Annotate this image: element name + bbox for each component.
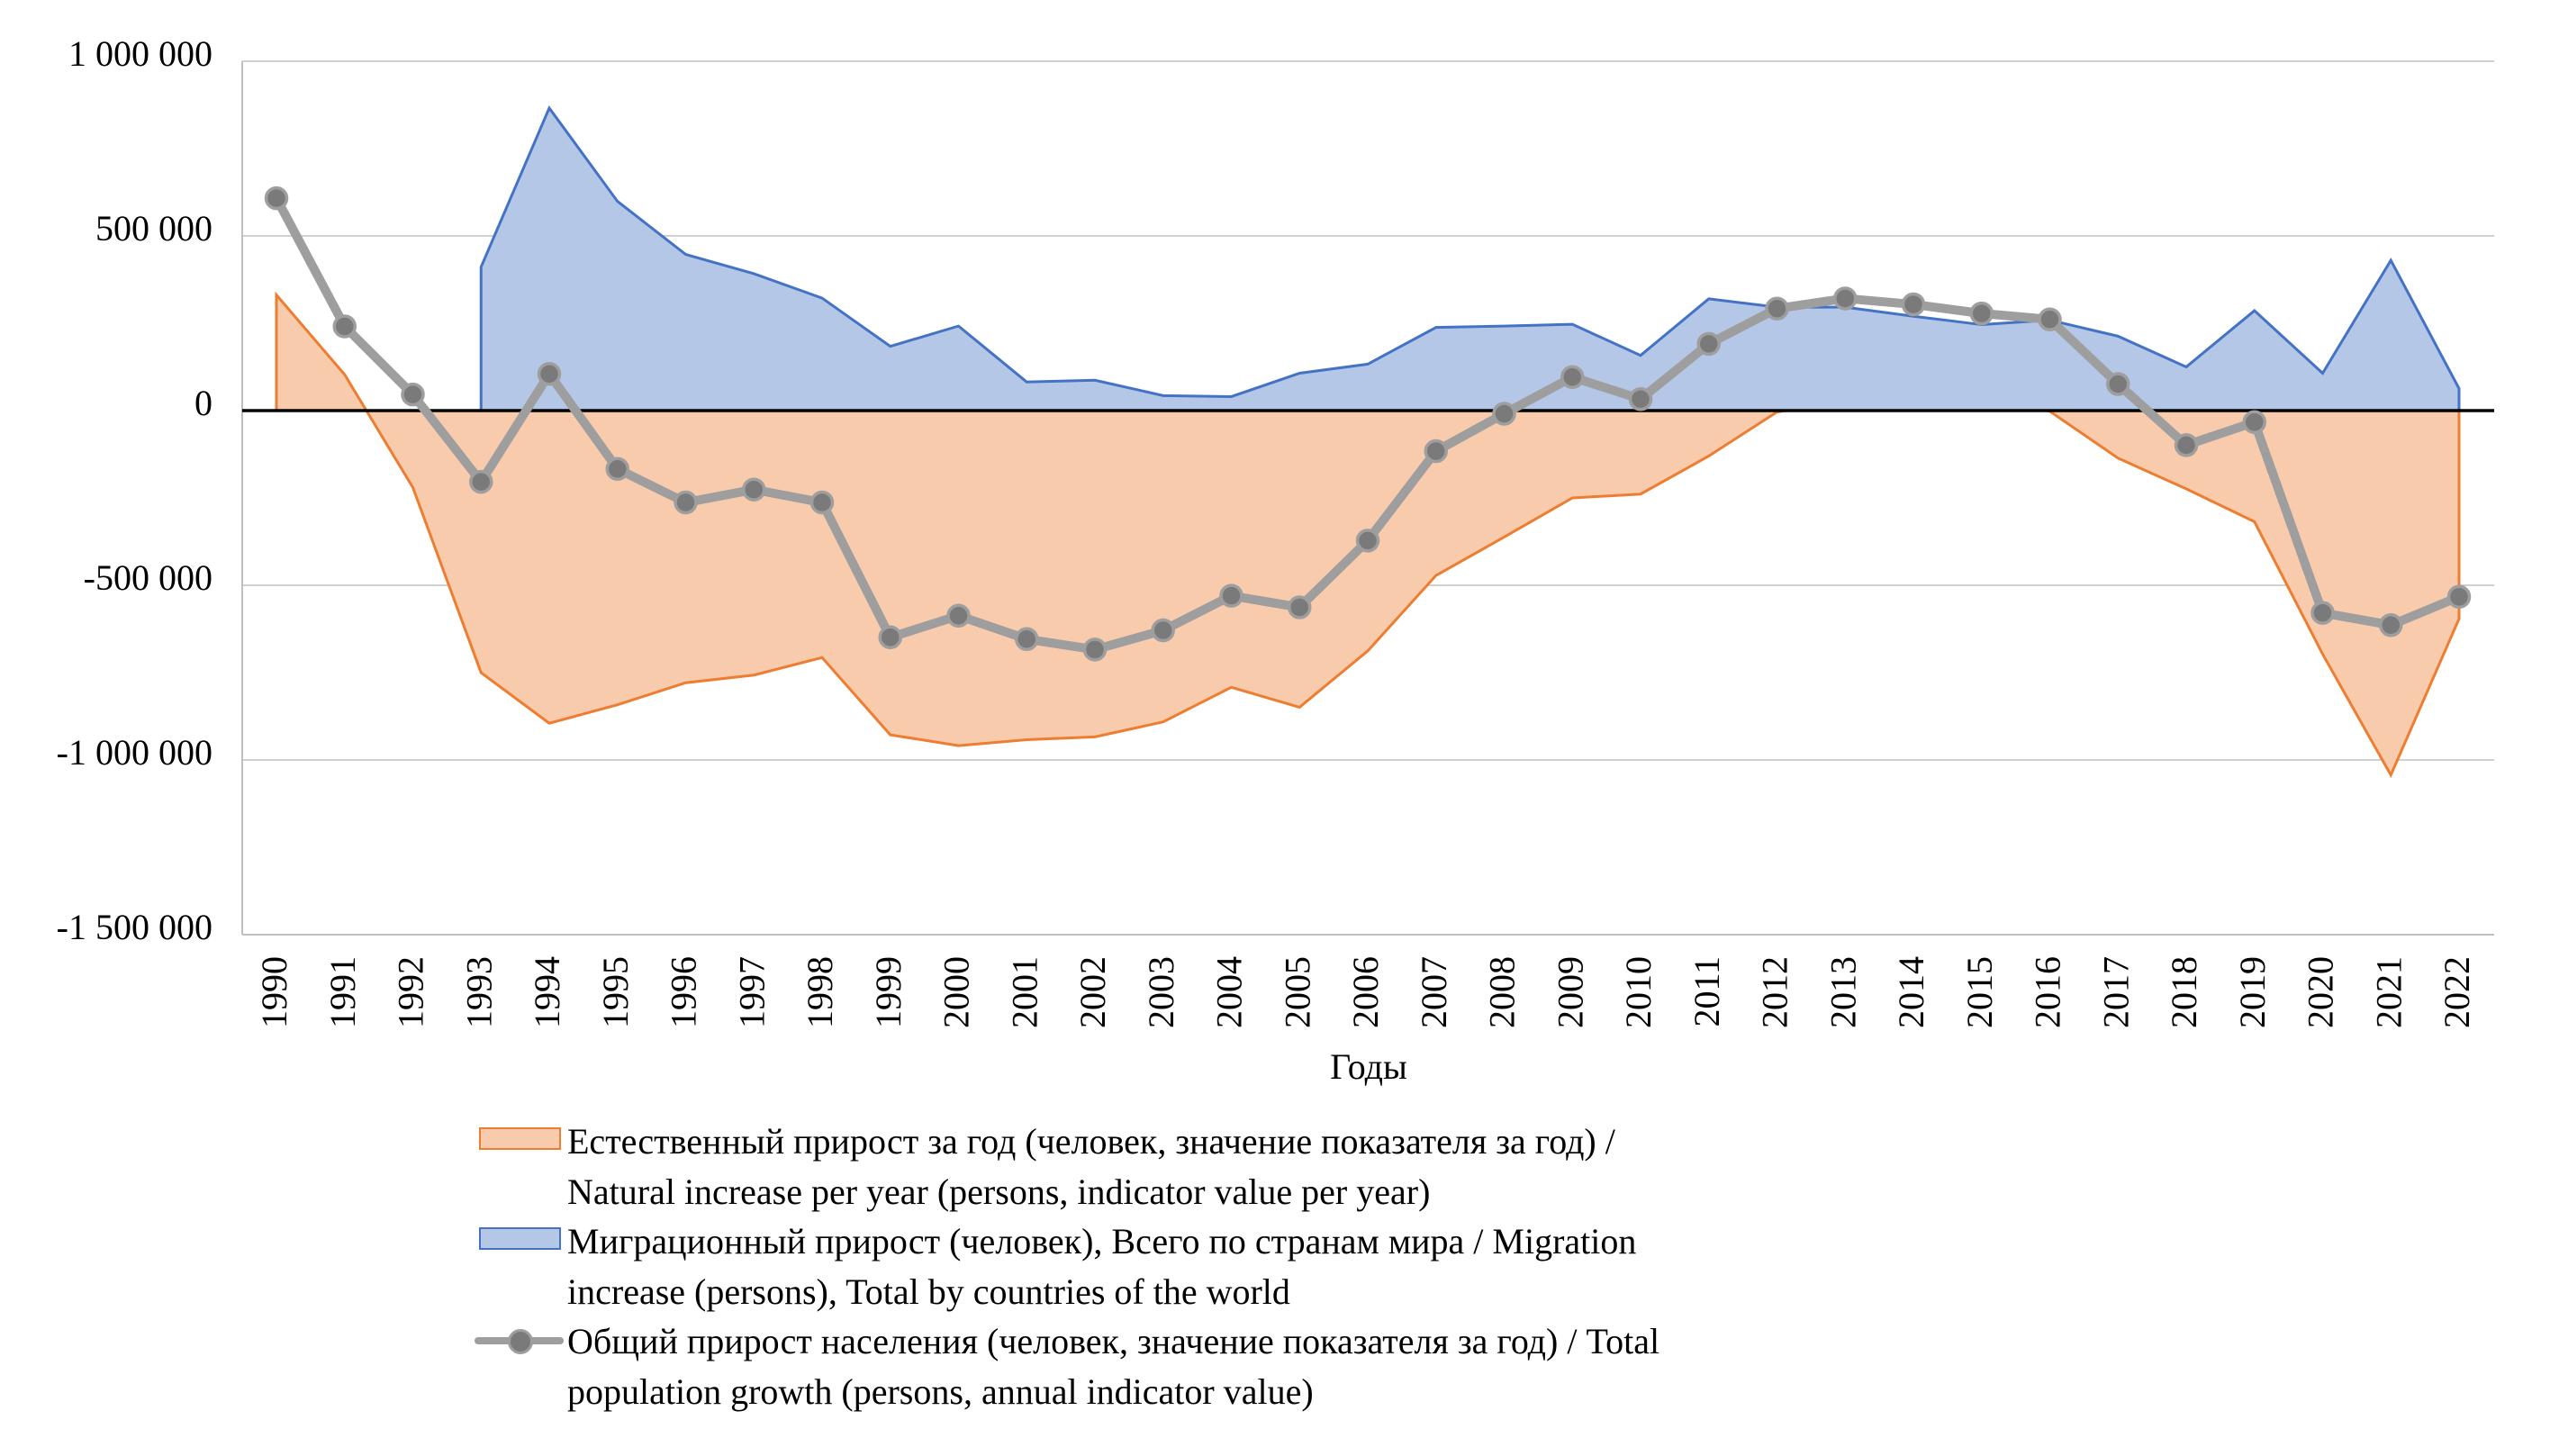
x-axis-label: Годы (1330, 1046, 1407, 1087)
legend-item-natural-increase[interactable]: Естественный прирост за год (человек, зн… (475, 1117, 1915, 1216)
legend-label: Естественный прирост за год (человек, зн… (567, 1121, 1615, 1162)
y-axis-ticks: 1 000 000 500 000 0 -500 000 -1 000 000 -1 50… (57, 33, 212, 947)
y-tick-label: 500 000 (95, 208, 212, 249)
migration-increase-outline (479, 104, 2461, 411)
x-tick-label: 2012 (1755, 956, 1795, 1028)
data-point-marker (2038, 307, 2062, 331)
data-point-marker (1219, 583, 1243, 608)
legend-label: Миграционный прирост (человек), Всего по… (567, 1221, 1637, 1262)
data-point-marker (1969, 301, 1994, 326)
x-tick-label: 1997 (731, 956, 772, 1028)
x-tick-label: 1999 (868, 956, 909, 1028)
y-tick-label: -1 500 000 (57, 907, 212, 947)
x-tick-label: 2013 (1822, 956, 1863, 1028)
data-point-marker (1765, 296, 1789, 321)
data-point-marker (537, 362, 562, 386)
x-tick-label: 2001 (1004, 956, 1044, 1028)
x-tick-label: 2016 (2028, 956, 2068, 1028)
x-tick-label: 2017 (2095, 956, 2136, 1028)
data-point-marker (878, 625, 902, 650)
x-tick-label: 2006 (1345, 956, 1386, 1028)
legend-item-total-growth[interactable]: Общий прирост населения (человек, значен… (475, 1316, 1915, 1416)
data-point-marker (674, 490, 698, 515)
x-tick-label: 2018 (2164, 956, 2204, 1028)
x-tick-label: 2019 (2232, 956, 2273, 1028)
x-tick-label: 1994 (527, 956, 567, 1028)
data-point-marker (1492, 402, 1516, 426)
data-point-marker (605, 457, 629, 482)
data-point-marker (469, 469, 493, 494)
x-tick-label: 2021 (2368, 956, 2409, 1028)
x-tick-label: 1990 (254, 956, 294, 1028)
data-point-marker (401, 382, 425, 407)
data-point-marker (2106, 372, 2130, 396)
data-point-marker (1015, 627, 1039, 652)
data-point-marker (332, 314, 357, 339)
legend-label: Общий прирост населения (человек, значен… (567, 1321, 1660, 1361)
natural-increase-outline (275, 291, 2461, 779)
data-point-marker (2310, 601, 2335, 625)
data-point-marker (1288, 595, 1312, 619)
legend-label: population growth (persons, annual indic… (567, 1370, 1314, 1412)
data-point-marker (1355, 529, 1380, 553)
x-tick-label: 2000 (936, 956, 977, 1028)
x-tick-label: 1992 (391, 956, 431, 1028)
legend-label: Natural increase per year (persons, indi… (567, 1171, 1431, 1212)
x-tick-label: 2020 (2301, 956, 2341, 1028)
x-tick-label: 2002 (1072, 956, 1113, 1028)
total-growth-series (264, 185, 2472, 662)
data-point-marker (1696, 331, 1721, 357)
x-tick-label: 2010 (1618, 956, 1659, 1028)
x-tick-label: 1995 (595, 956, 636, 1028)
y-tick-label: 0 (194, 383, 212, 423)
area-series (275, 104, 2461, 779)
data-point-marker (2174, 433, 2199, 457)
x-tick-label: 1993 (458, 956, 499, 1028)
x-tick-label: 2007 (1414, 956, 1454, 1028)
data-point-marker (809, 490, 835, 515)
data-point-marker (2242, 410, 2266, 435)
data-point-marker (1151, 618, 1175, 643)
x-tick-label: 2004 (1209, 956, 1250, 1028)
data-point-marker (2379, 612, 2403, 638)
data-point-marker (946, 603, 971, 629)
data-point-marker (1901, 292, 1926, 317)
data-point-marker (742, 477, 766, 502)
x-tick-label: 1991 (322, 956, 363, 1028)
x-tick-label: 1998 (800, 956, 840, 1028)
y-tick-label: -1 000 000 (57, 732, 212, 773)
data-point-marker (1560, 365, 1585, 390)
x-tick-label: 2022 (2437, 956, 2477, 1028)
x-tick-label: 2008 (1482, 956, 1523, 1028)
y-tick-label: -500 000 (84, 557, 212, 598)
y-tick-label: 1 000 000 (68, 33, 212, 74)
data-point-marker (2446, 584, 2472, 610)
data-point-marker (1082, 638, 1108, 662)
x-axis-ticks: 1990 1991 1992 1993 1994 1995 1996 1997 1998 1999… (254, 956, 2477, 1028)
x-tick-label: 1996 (664, 956, 704, 1028)
data-point-marker (1424, 439, 1448, 464)
migration-increase-area (481, 107, 2459, 411)
x-tick-label: 2005 (1277, 956, 1317, 1028)
x-tick-label: 2015 (1959, 956, 2000, 1028)
data-point-marker (1833, 286, 1858, 311)
x-tick-label: 2003 (1141, 956, 1181, 1028)
legend-label: increase (persons), Total by countries o… (567, 1271, 1290, 1312)
circle-marker-icon (508, 1329, 533, 1354)
x-tick-label: 2014 (1891, 956, 1931, 1028)
x-tick-label: 2009 (1550, 956, 1590, 1028)
legend: Естественный прирост за год (человек, зн… (475, 1117, 1915, 1416)
x-tick-label: 2011 (1686, 956, 1727, 1027)
legend-item-migration-increase[interactable]: Миграционный прирост (человек), Всего по… (475, 1216, 1915, 1316)
axes (241, 61, 2494, 936)
data-point-marker (1628, 386, 1653, 411)
data-point-marker (264, 185, 289, 211)
